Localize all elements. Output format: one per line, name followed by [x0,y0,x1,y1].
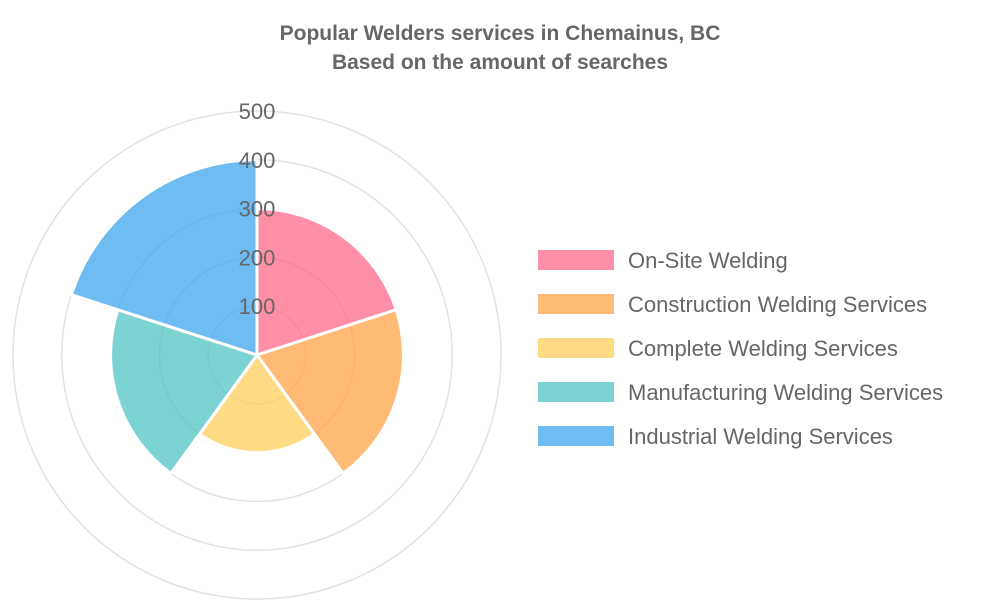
chart-subtitle: Based on the amount of searches [331,51,669,74]
legend-label: Complete Welding Services [628,336,898,361]
slice-1[interactable] [255,207,398,357]
slice-3[interactable] [198,353,316,455]
grid-ring [12,110,502,600]
legend-label: Industrial Welding Services [628,424,893,449]
legend-swatch [538,382,614,402]
legend-item[interactable]: Complete Welding Services [538,336,898,361]
legend-swatch [538,338,614,358]
legend-label: On-Site Welding [628,248,788,273]
tick-label-100: 100 [239,294,276,319]
chart-title: Popular Welders services in Chemainus, B… [279,22,721,45]
slice-5[interactable] [69,158,259,357]
tick-label-200: 200 [239,245,276,270]
tick-label-500: 500 [239,99,276,124]
legend-swatch [538,250,614,270]
legend-item[interactable]: On-Site Welding [538,248,788,273]
legend-item[interactable]: Construction Welding Services [538,292,927,317]
legend-label: Construction Welding Services [628,292,927,317]
legend-swatch [538,426,614,446]
chart-slices [69,158,405,475]
legend-label: Manufacturing Welding Services [628,380,943,405]
legend-swatch [538,294,614,314]
legend-item[interactable]: Manufacturing Welding Services [538,380,943,405]
slice-4[interactable] [109,308,259,475]
slice-2[interactable] [255,308,405,475]
tick-label-400: 400 [239,148,276,173]
legend-item[interactable]: Industrial Welding Services [538,424,893,449]
legend[interactable]: On-Site Welding Construction Welding Serv… [538,248,943,449]
radial-tick-labels: 100 200 300 400 500 [239,99,276,319]
tick-label-300: 300 [239,197,276,222]
